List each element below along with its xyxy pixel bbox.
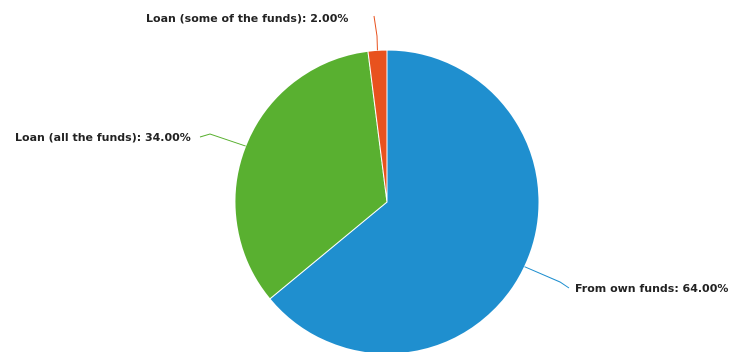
pie-data-labels: From own funds: 64.00% Loan (all the fund… [15,12,728,295]
data-label-loan-all-the-funds: Loan (all the funds): 34.00% [15,131,191,144]
data-label-from-own-funds: From own funds: 64.00% [575,282,728,295]
leader-line-loan-all-the-funds [199,133,246,147]
data-label-loan-some-of-the-funds: Loan (some of the funds): 2.00% [146,12,348,25]
pie-leader-lines [199,15,570,289]
pie-slices [234,49,540,352]
leader-line-loan-some-of-the-funds [373,15,378,51]
leader-line-from-own-funds [524,266,570,289]
pie-slice-loan-all-the-funds [234,50,388,300]
